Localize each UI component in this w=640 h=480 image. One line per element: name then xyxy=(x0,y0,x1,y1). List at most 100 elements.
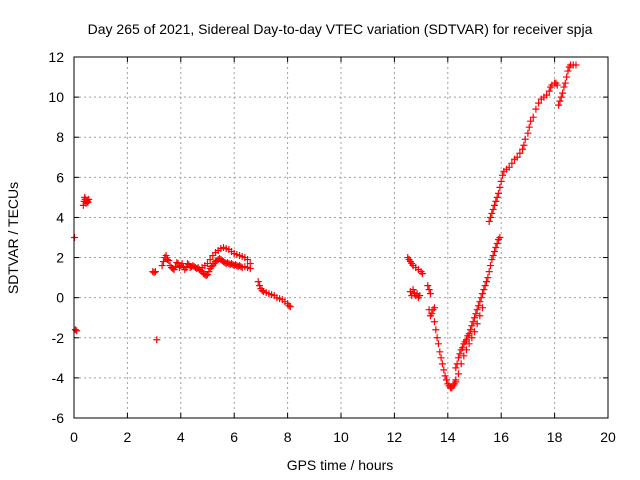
data-point xyxy=(150,269,158,277)
data-point xyxy=(527,117,535,125)
data-point xyxy=(492,197,500,205)
data-point xyxy=(202,272,210,280)
grid xyxy=(74,57,608,418)
data-point xyxy=(430,304,438,312)
y-tick-label: 12 xyxy=(48,49,64,65)
data-point xyxy=(520,141,528,149)
data-point xyxy=(71,326,79,334)
data-point xyxy=(491,201,499,209)
data-point xyxy=(488,209,496,217)
data-point xyxy=(158,262,166,270)
data-point xyxy=(476,312,484,320)
data-point xyxy=(481,282,489,290)
chart-title: Day 265 of 2021, Sidereal Day-to-day VTE… xyxy=(88,21,593,37)
data-point xyxy=(153,336,161,344)
data-point xyxy=(555,101,563,109)
data-point xyxy=(452,378,460,386)
y-tick-label: 4 xyxy=(56,209,64,225)
data-point xyxy=(473,306,481,314)
data-point xyxy=(480,286,488,294)
data-point xyxy=(535,99,543,107)
data-point xyxy=(441,372,449,380)
x-tick-labels: 0 2 4 6 8 10 12 14 16 18 20 xyxy=(70,429,616,445)
y-tick-labels: -6 -4 -2 0 2 4 6 8 10 12 xyxy=(48,49,64,426)
data-point xyxy=(456,350,464,358)
data-point xyxy=(472,310,480,318)
data-point xyxy=(479,304,487,312)
data-point xyxy=(454,354,462,362)
x-axis-title: GPS time / hours xyxy=(287,457,394,473)
data-point xyxy=(563,73,571,81)
data-point xyxy=(473,320,481,328)
data-point xyxy=(85,195,93,203)
data-point xyxy=(84,198,92,206)
data-point xyxy=(475,302,483,310)
data-point xyxy=(246,260,254,268)
data-point xyxy=(516,149,524,157)
data-point xyxy=(495,189,503,197)
data-series xyxy=(71,61,580,392)
data-point xyxy=(561,79,569,87)
y-tick-label: -6 xyxy=(52,410,65,426)
data-point xyxy=(256,282,264,290)
data-point xyxy=(452,364,460,372)
data-point xyxy=(469,318,477,326)
data-point xyxy=(285,302,293,310)
data-point xyxy=(425,286,433,294)
data-point xyxy=(468,322,476,330)
y-tick-label: 0 xyxy=(56,290,64,306)
data-point xyxy=(532,105,540,113)
data-point xyxy=(159,258,167,266)
x-tick-label: 4 xyxy=(177,429,185,445)
data-point xyxy=(483,278,491,286)
data-point xyxy=(491,248,499,256)
data-point xyxy=(428,310,436,318)
data-point xyxy=(442,376,450,384)
data-point xyxy=(525,123,533,131)
data-point xyxy=(409,286,417,294)
data-point xyxy=(496,183,504,191)
data-point xyxy=(440,366,448,374)
data-point xyxy=(471,314,478,322)
data-point xyxy=(497,177,505,185)
data-point xyxy=(489,205,497,213)
data-point xyxy=(485,268,493,276)
data-point xyxy=(468,334,476,342)
data-point xyxy=(487,262,495,270)
data-point xyxy=(424,282,432,290)
data-point xyxy=(477,294,485,302)
data-point xyxy=(508,159,516,167)
data-point xyxy=(204,260,211,268)
data-point xyxy=(479,290,487,298)
x-tick-label: 0 xyxy=(70,429,78,445)
data-point xyxy=(493,193,501,201)
data-point xyxy=(458,344,466,352)
data-point xyxy=(206,256,214,264)
x-tick-label: 16 xyxy=(493,429,509,445)
y-tick-label: -4 xyxy=(52,370,65,386)
data-point xyxy=(433,334,441,342)
y-tick-label: 2 xyxy=(56,250,64,266)
x-tick-label: 18 xyxy=(547,429,563,445)
data-point xyxy=(454,370,462,378)
data-point xyxy=(254,278,262,286)
data-point xyxy=(438,360,446,368)
data-point xyxy=(545,87,553,95)
y-tick-label: -2 xyxy=(52,330,65,346)
data-point xyxy=(462,336,470,344)
data-point xyxy=(513,153,521,161)
data-point xyxy=(529,113,537,121)
data-point xyxy=(484,274,492,282)
data-point xyxy=(183,260,191,268)
data-point xyxy=(466,326,474,334)
x-tick-label: 8 xyxy=(284,429,292,445)
data-point xyxy=(165,257,173,265)
data-point xyxy=(519,145,527,153)
data-point xyxy=(286,303,294,311)
plot-frame xyxy=(73,56,609,419)
data-point xyxy=(557,93,565,101)
data-point xyxy=(492,244,500,252)
data-point xyxy=(489,252,497,260)
data-point xyxy=(553,81,561,89)
